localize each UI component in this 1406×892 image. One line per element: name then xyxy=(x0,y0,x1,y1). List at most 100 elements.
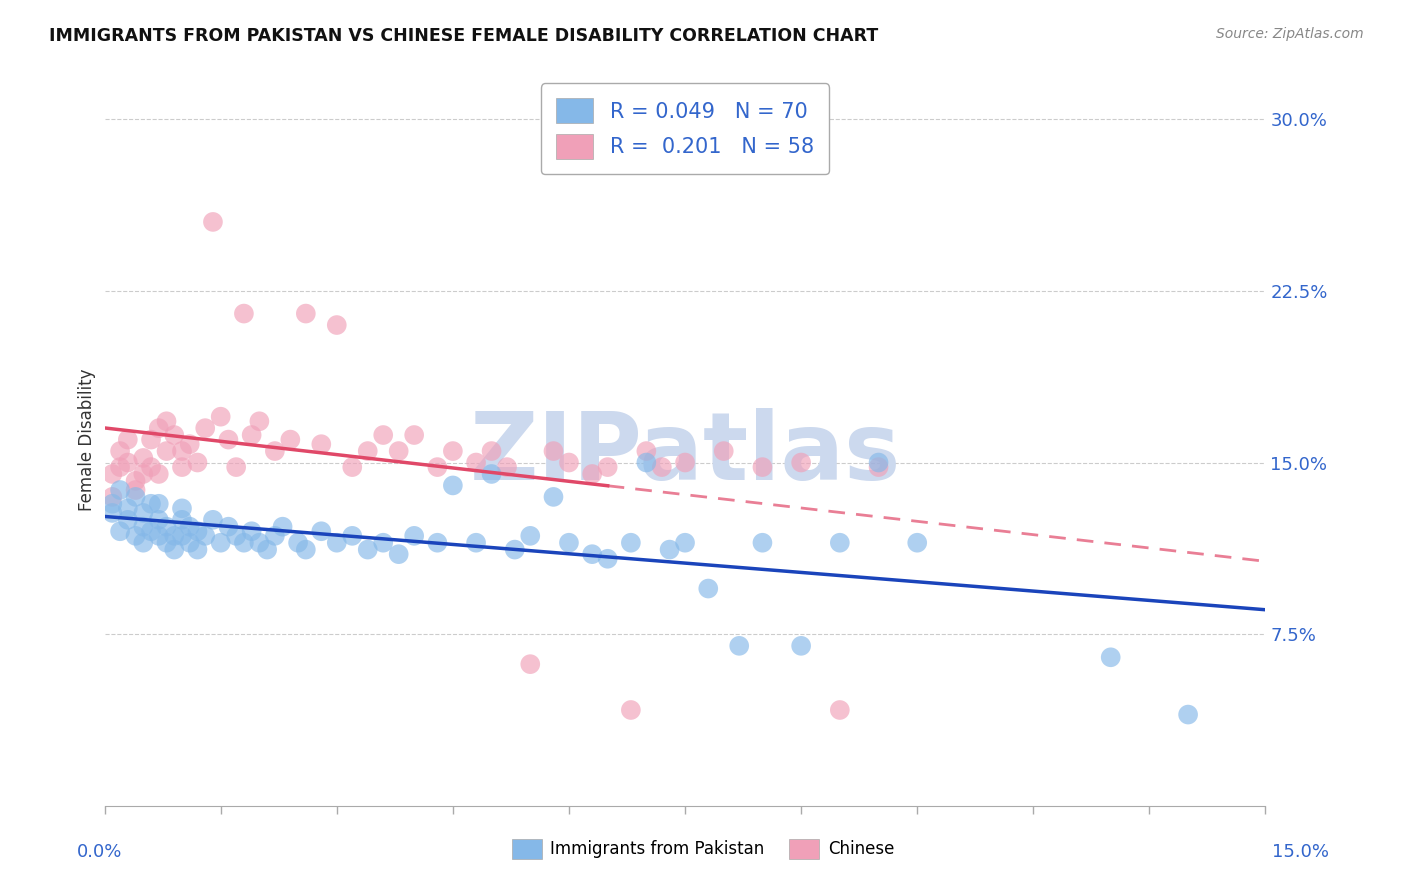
Point xyxy=(713,444,735,458)
Point xyxy=(581,547,603,561)
Point xyxy=(426,460,449,475)
Point xyxy=(163,542,186,557)
Point xyxy=(124,529,146,543)
Point xyxy=(503,542,526,557)
Point xyxy=(139,460,162,475)
Point xyxy=(139,497,162,511)
Point xyxy=(170,501,193,516)
Text: 15.0%: 15.0% xyxy=(1271,843,1329,861)
Point xyxy=(117,501,139,516)
Point xyxy=(295,307,318,321)
Point xyxy=(311,524,333,539)
Point xyxy=(441,444,464,458)
Point xyxy=(596,460,619,475)
Point xyxy=(697,582,720,596)
Point xyxy=(620,703,643,717)
Point xyxy=(519,657,541,672)
Point xyxy=(357,444,380,458)
Point xyxy=(108,483,131,497)
Point xyxy=(124,474,146,488)
Point xyxy=(636,444,658,458)
Point xyxy=(311,437,333,451)
Point xyxy=(201,215,224,229)
Point xyxy=(179,535,201,549)
Point xyxy=(357,542,380,557)
Point xyxy=(404,529,426,543)
Point xyxy=(388,444,411,458)
Text: 0.0%: 0.0% xyxy=(77,843,122,861)
Point xyxy=(481,467,503,481)
Point xyxy=(543,444,565,458)
Point xyxy=(751,460,773,475)
Point xyxy=(373,428,395,442)
Point xyxy=(828,535,851,549)
Point xyxy=(186,456,208,470)
Point xyxy=(155,444,177,458)
Point xyxy=(194,529,217,543)
Point xyxy=(326,318,349,332)
Point xyxy=(326,535,349,549)
Point xyxy=(247,535,270,549)
Point xyxy=(170,460,193,475)
Point xyxy=(441,478,464,492)
Point xyxy=(280,433,302,447)
Point xyxy=(232,307,254,321)
Point xyxy=(263,444,285,458)
Point xyxy=(240,428,263,442)
Point xyxy=(101,506,124,520)
Point xyxy=(170,513,193,527)
Point xyxy=(148,529,170,543)
Point xyxy=(209,535,232,549)
Point xyxy=(496,460,519,475)
Point xyxy=(148,421,170,435)
Point xyxy=(117,433,139,447)
Point xyxy=(194,421,217,435)
Point xyxy=(117,513,139,527)
Point xyxy=(108,444,131,458)
Point xyxy=(108,524,131,539)
Point xyxy=(295,542,318,557)
Point xyxy=(1099,650,1122,665)
Text: ZIPatlas: ZIPatlas xyxy=(470,409,901,500)
Point xyxy=(132,467,155,481)
Point xyxy=(209,409,232,424)
Point xyxy=(342,460,364,475)
Point xyxy=(101,497,124,511)
Point xyxy=(124,490,146,504)
Point xyxy=(558,535,581,549)
Point xyxy=(108,460,131,475)
Point xyxy=(596,551,619,566)
Point xyxy=(636,456,658,470)
Point xyxy=(271,519,294,533)
Point xyxy=(905,535,928,549)
Point xyxy=(581,467,603,481)
Point xyxy=(287,535,309,549)
Point xyxy=(1177,707,1199,722)
Point xyxy=(232,535,254,549)
Point xyxy=(728,639,751,653)
Point xyxy=(225,529,247,543)
Point xyxy=(342,529,364,543)
Point xyxy=(101,490,124,504)
Point xyxy=(155,414,177,428)
Legend: R = 0.049   N = 70, R =  0.201   N = 58: R = 0.049 N = 70, R = 0.201 N = 58 xyxy=(541,83,828,174)
Point xyxy=(651,460,673,475)
Point xyxy=(132,450,155,465)
Point xyxy=(868,460,890,475)
Point xyxy=(148,497,170,511)
Point xyxy=(620,535,643,549)
Point xyxy=(124,483,146,497)
Point xyxy=(186,524,208,539)
Point xyxy=(404,428,426,442)
Point xyxy=(481,444,503,458)
Point xyxy=(465,456,488,470)
Point xyxy=(673,535,696,549)
Y-axis label: Female Disability: Female Disability xyxy=(79,368,96,511)
Point xyxy=(426,535,449,549)
Point xyxy=(132,519,155,533)
Point xyxy=(256,542,278,557)
Point xyxy=(388,547,411,561)
Point xyxy=(263,529,285,543)
Point xyxy=(373,535,395,549)
Point xyxy=(868,456,890,470)
